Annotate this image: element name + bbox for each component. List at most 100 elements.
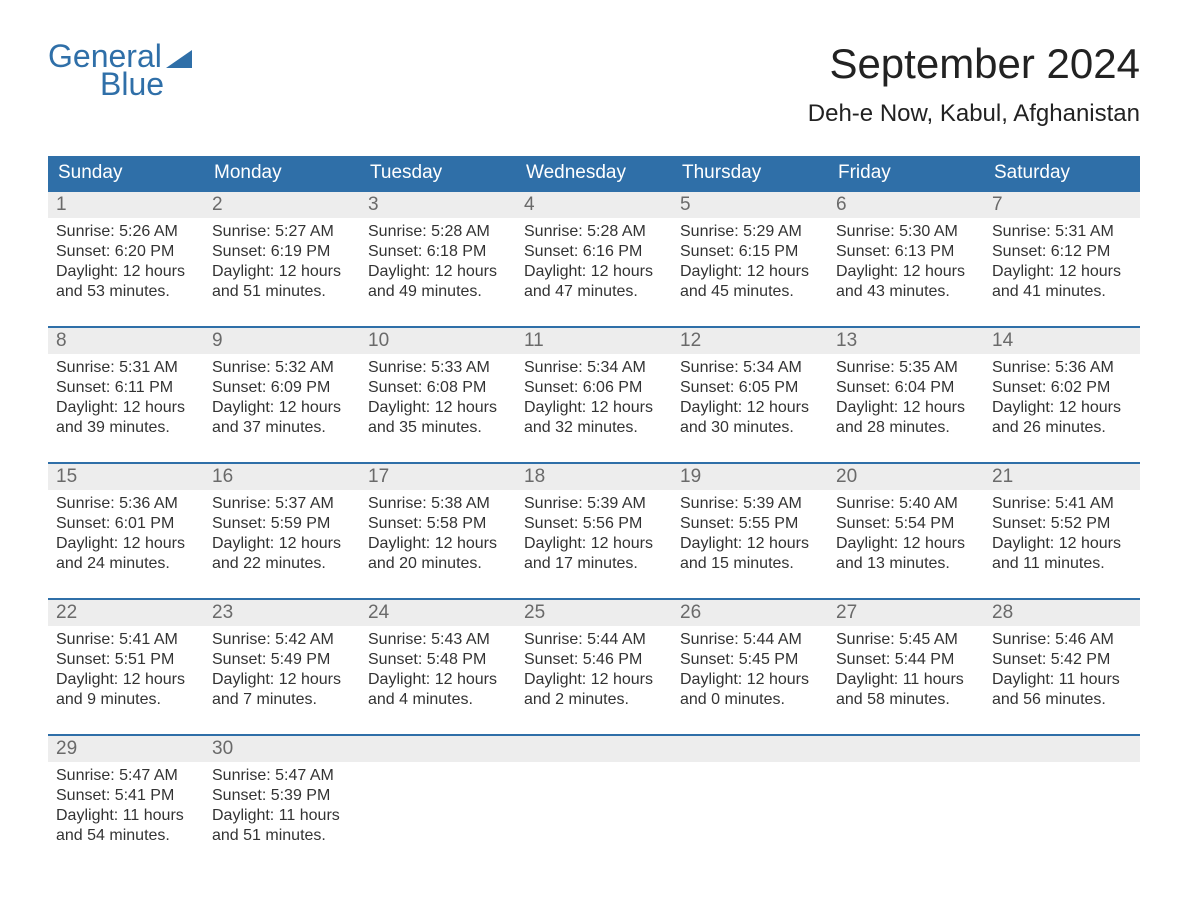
- day-ss: Sunset: 6:06 PM: [524, 378, 664, 398]
- day-d1: Daylight: 12 hours: [680, 670, 820, 690]
- day-number: 28: [984, 600, 1140, 626]
- weeks-container: 1234567Sunrise: 5:26 AMSunset: 6:20 PMDa…: [48, 190, 1140, 846]
- day-d2: and 26 minutes.: [992, 418, 1132, 438]
- day-d1: Daylight: 12 hours: [56, 534, 196, 554]
- day-ss: Sunset: 6:16 PM: [524, 242, 664, 262]
- day-cell: Sunrise: 5:34 AMSunset: 6:05 PMDaylight:…: [672, 354, 828, 438]
- day-number: [828, 736, 984, 762]
- day-d1: Daylight: 12 hours: [212, 670, 352, 690]
- day-d1: Daylight: 12 hours: [992, 398, 1132, 418]
- day-ss: Sunset: 5:52 PM: [992, 514, 1132, 534]
- day-number: 1: [48, 192, 204, 218]
- day-number: [672, 736, 828, 762]
- day-cell: Sunrise: 5:26 AMSunset: 6:20 PMDaylight:…: [48, 218, 204, 302]
- day-ss: Sunset: 5:51 PM: [56, 650, 196, 670]
- day-ss: Sunset: 6:01 PM: [56, 514, 196, 534]
- day-number: 21: [984, 464, 1140, 490]
- day-d2: and 17 minutes.: [524, 554, 664, 574]
- day-number: 24: [360, 600, 516, 626]
- day-number: 26: [672, 600, 828, 626]
- day-number: 30: [204, 736, 360, 762]
- day-cell: Sunrise: 5:44 AMSunset: 5:45 PMDaylight:…: [672, 626, 828, 710]
- weekday-mon: Monday: [204, 156, 360, 190]
- day-cell: Sunrise: 5:46 AMSunset: 5:42 PMDaylight:…: [984, 626, 1140, 710]
- day-d2: and 41 minutes.: [992, 282, 1132, 302]
- day-sr: Sunrise: 5:39 AM: [680, 494, 820, 514]
- day-d1: Daylight: 12 hours: [992, 534, 1132, 554]
- week-row: 891011121314Sunrise: 5:31 AMSunset: 6:11…: [48, 326, 1140, 438]
- week-row: 15161718192021Sunrise: 5:36 AMSunset: 6:…: [48, 462, 1140, 574]
- day-sr: Sunrise: 5:31 AM: [992, 222, 1132, 242]
- day-number: 25: [516, 600, 672, 626]
- day-sr: Sunrise: 5:41 AM: [992, 494, 1132, 514]
- day-number: 7: [984, 192, 1140, 218]
- day-d2: and 9 minutes.: [56, 690, 196, 710]
- day-cell: Sunrise: 5:43 AMSunset: 5:48 PMDaylight:…: [360, 626, 516, 710]
- day-ss: Sunset: 6:05 PM: [680, 378, 820, 398]
- day-ss: Sunset: 5:55 PM: [680, 514, 820, 534]
- day-ss: Sunset: 5:59 PM: [212, 514, 352, 534]
- daynum-row: 2930: [48, 736, 1140, 762]
- day-d1: Daylight: 12 hours: [56, 670, 196, 690]
- day-number: 19: [672, 464, 828, 490]
- day-ss: Sunset: 6:04 PM: [836, 378, 976, 398]
- day-d1: Daylight: 12 hours: [836, 262, 976, 282]
- day-d1: Daylight: 12 hours: [524, 534, 664, 554]
- day-sr: Sunrise: 5:26 AM: [56, 222, 196, 242]
- day-sr: Sunrise: 5:36 AM: [56, 494, 196, 514]
- day-sr: Sunrise: 5:46 AM: [992, 630, 1132, 650]
- day-number: 29: [48, 736, 204, 762]
- day-d1: Daylight: 12 hours: [680, 534, 820, 554]
- day-number: 6: [828, 192, 984, 218]
- day-d2: and 7 minutes.: [212, 690, 352, 710]
- day-cell: [360, 762, 516, 846]
- day-number: 22: [48, 600, 204, 626]
- day-number: 13: [828, 328, 984, 354]
- day-number: 20: [828, 464, 984, 490]
- day-sr: Sunrise: 5:42 AM: [212, 630, 352, 650]
- day-number: 27: [828, 600, 984, 626]
- day-d2: and 51 minutes.: [212, 282, 352, 302]
- day-d1: Daylight: 12 hours: [56, 398, 196, 418]
- day-cell: Sunrise: 5:28 AMSunset: 6:16 PMDaylight:…: [516, 218, 672, 302]
- day-ss: Sunset: 6:19 PM: [212, 242, 352, 262]
- day-d1: Daylight: 11 hours: [56, 806, 196, 826]
- day-ss: Sunset: 6:13 PM: [836, 242, 976, 262]
- day-number: [984, 736, 1140, 762]
- day-d2: and 11 minutes.: [992, 554, 1132, 574]
- day-ss: Sunset: 6:08 PM: [368, 378, 508, 398]
- brand-logo: General Blue: [48, 40, 192, 100]
- day-cell: Sunrise: 5:29 AMSunset: 6:15 PMDaylight:…: [672, 218, 828, 302]
- day-ss: Sunset: 6:12 PM: [992, 242, 1132, 262]
- day-number: 17: [360, 464, 516, 490]
- day-d2: and 2 minutes.: [524, 690, 664, 710]
- weekday-wed: Wednesday: [516, 156, 672, 190]
- day-d1: Daylight: 12 hours: [992, 262, 1132, 282]
- day-cell: Sunrise: 5:38 AMSunset: 5:58 PMDaylight:…: [360, 490, 516, 574]
- day-d1: Daylight: 12 hours: [680, 398, 820, 418]
- day-cell: Sunrise: 5:40 AMSunset: 5:54 PMDaylight:…: [828, 490, 984, 574]
- day-number: [516, 736, 672, 762]
- day-cell: Sunrise: 5:28 AMSunset: 6:18 PMDaylight:…: [360, 218, 516, 302]
- day-d2: and 53 minutes.: [56, 282, 196, 302]
- day-d2: and 47 minutes.: [524, 282, 664, 302]
- weekday-sat: Saturday: [984, 156, 1140, 190]
- day-sr: Sunrise: 5:34 AM: [524, 358, 664, 378]
- day-ss: Sunset: 6:02 PM: [992, 378, 1132, 398]
- title-block: September 2024 Deh-e Now, Kabul, Afghani…: [808, 40, 1140, 128]
- day-d2: and 15 minutes.: [680, 554, 820, 574]
- day-sr: Sunrise: 5:39 AM: [524, 494, 664, 514]
- day-d2: and 51 minutes.: [212, 826, 352, 846]
- day-number: 12: [672, 328, 828, 354]
- location-subtitle: Deh-e Now, Kabul, Afghanistan: [808, 100, 1140, 128]
- day-ss: Sunset: 5:56 PM: [524, 514, 664, 534]
- day-number: 23: [204, 600, 360, 626]
- day-cell: Sunrise: 5:44 AMSunset: 5:46 PMDaylight:…: [516, 626, 672, 710]
- day-sr: Sunrise: 5:30 AM: [836, 222, 976, 242]
- day-d1: Daylight: 12 hours: [368, 398, 508, 418]
- day-ss: Sunset: 5:46 PM: [524, 650, 664, 670]
- day-d2: and 49 minutes.: [368, 282, 508, 302]
- day-sr: Sunrise: 5:45 AM: [836, 630, 976, 650]
- day-cell: Sunrise: 5:34 AMSunset: 6:06 PMDaylight:…: [516, 354, 672, 438]
- header-row: General Blue September 2024 Deh-e Now, K…: [48, 40, 1140, 128]
